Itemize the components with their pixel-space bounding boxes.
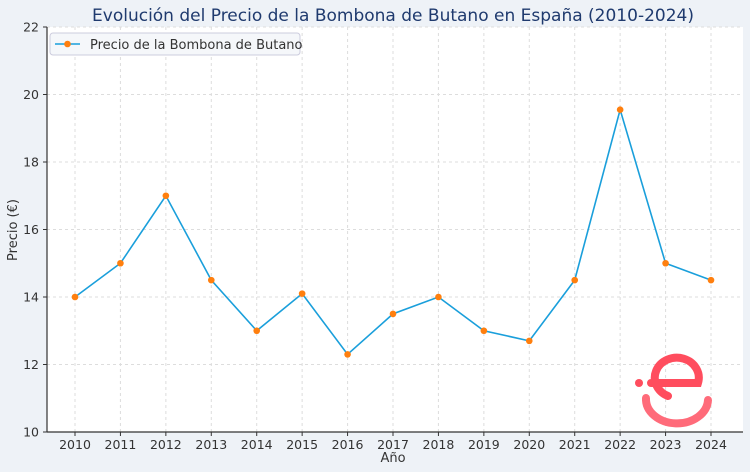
x-tick-label: 2017	[377, 437, 409, 452]
y-tick-label: 22	[23, 20, 39, 35]
series-line	[71, 106, 715, 358]
legend-marker-swatch	[64, 40, 71, 48]
data-point-2021	[571, 276, 579, 284]
x-axis-label: Año	[380, 451, 405, 466]
y-tick-label: 10	[23, 425, 39, 440]
y-tick-label: 12	[23, 357, 39, 372]
data-point-2017	[389, 310, 397, 318]
data-point-2010	[71, 293, 79, 301]
legend-label: Precio de la Bombona de Butano	[90, 38, 303, 53]
x-tick-label: 2020	[513, 437, 545, 452]
data-point-2024	[707, 276, 715, 284]
y-tick-label: 18	[23, 155, 39, 170]
x-tick-label: 2023	[650, 437, 682, 452]
x-tick-label: 2022	[604, 437, 636, 452]
legend-box	[49, 32, 301, 56]
axes: 2010 2011 2012 2013 2014 2015 2016 2017 2018 2019…	[23, 20, 743, 452]
y-axis-label: Precio (€)	[6, 199, 21, 261]
x-tick-label: 2013	[195, 437, 227, 452]
data-point-2020	[525, 337, 533, 345]
data-point-2015	[298, 290, 306, 297]
data-point-2014	[253, 327, 261, 335]
data-point-2019	[480, 327, 488, 335]
x-tick-label: 2015	[286, 437, 318, 452]
y-tick-label: 14	[23, 290, 39, 305]
chart-title: Evolución del Precio de la Bombona de Bu…	[92, 6, 694, 26]
data-point-2018	[435, 293, 442, 301]
data-point-2013	[207, 276, 215, 284]
data-point-2023	[662, 259, 669, 267]
data-point-2011	[117, 259, 124, 267]
x-tick-label: 2014	[241, 437, 273, 452]
x-tick-label: 2016	[332, 437, 364, 452]
x-tick-label: 2011	[105, 437, 137, 452]
x-tick-label: 2018	[423, 437, 455, 452]
data-point-2016	[344, 351, 351, 358]
y-tick-label: 16	[23, 222, 39, 237]
y-tick-label: 20	[23, 87, 39, 102]
x-tick-label: 2024	[695, 437, 727, 452]
logo	[635, 353, 712, 428]
legend: Precio de la Bombona de Butano	[49, 32, 303, 56]
x-tick-label: 2010	[59, 437, 91, 452]
x-tick-label: 2021	[559, 437, 591, 452]
x-tick-label: 2012	[150, 437, 182, 452]
data-point-2012	[162, 192, 170, 200]
x-tick-label: 2019	[468, 437, 500, 452]
data-point-2022	[616, 106, 624, 113]
